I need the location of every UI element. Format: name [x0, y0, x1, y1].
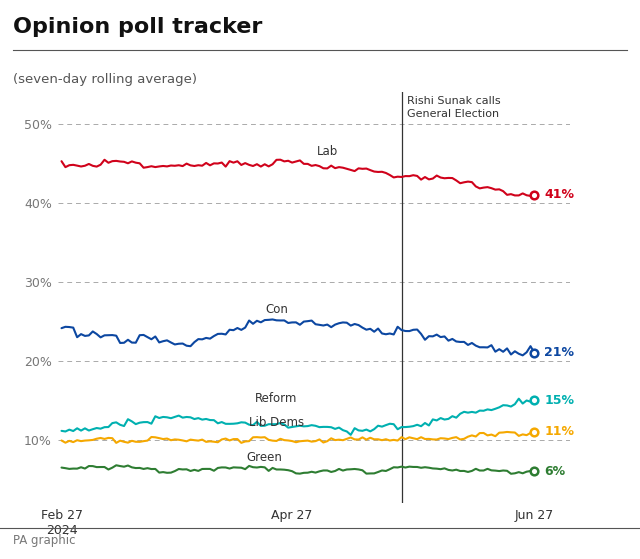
Text: Opinion poll tracker: Opinion poll tracker	[13, 17, 262, 37]
Text: 11%: 11%	[544, 425, 574, 438]
Text: Lab: Lab	[317, 145, 338, 158]
Text: Lib Dems: Lib Dems	[249, 416, 304, 429]
Text: (seven-day rolling average): (seven-day rolling average)	[13, 73, 197, 86]
Text: Rishi Sunak calls
General Election: Rishi Sunak calls General Election	[408, 96, 501, 120]
Text: PA graphic: PA graphic	[13, 534, 76, 547]
Text: Con: Con	[265, 303, 288, 316]
Text: 15%: 15%	[544, 394, 574, 407]
Text: 21%: 21%	[544, 347, 574, 359]
Text: 41%: 41%	[544, 188, 574, 201]
Text: Reform: Reform	[255, 391, 298, 405]
Text: Green: Green	[247, 451, 283, 464]
Text: 6%: 6%	[544, 465, 565, 478]
